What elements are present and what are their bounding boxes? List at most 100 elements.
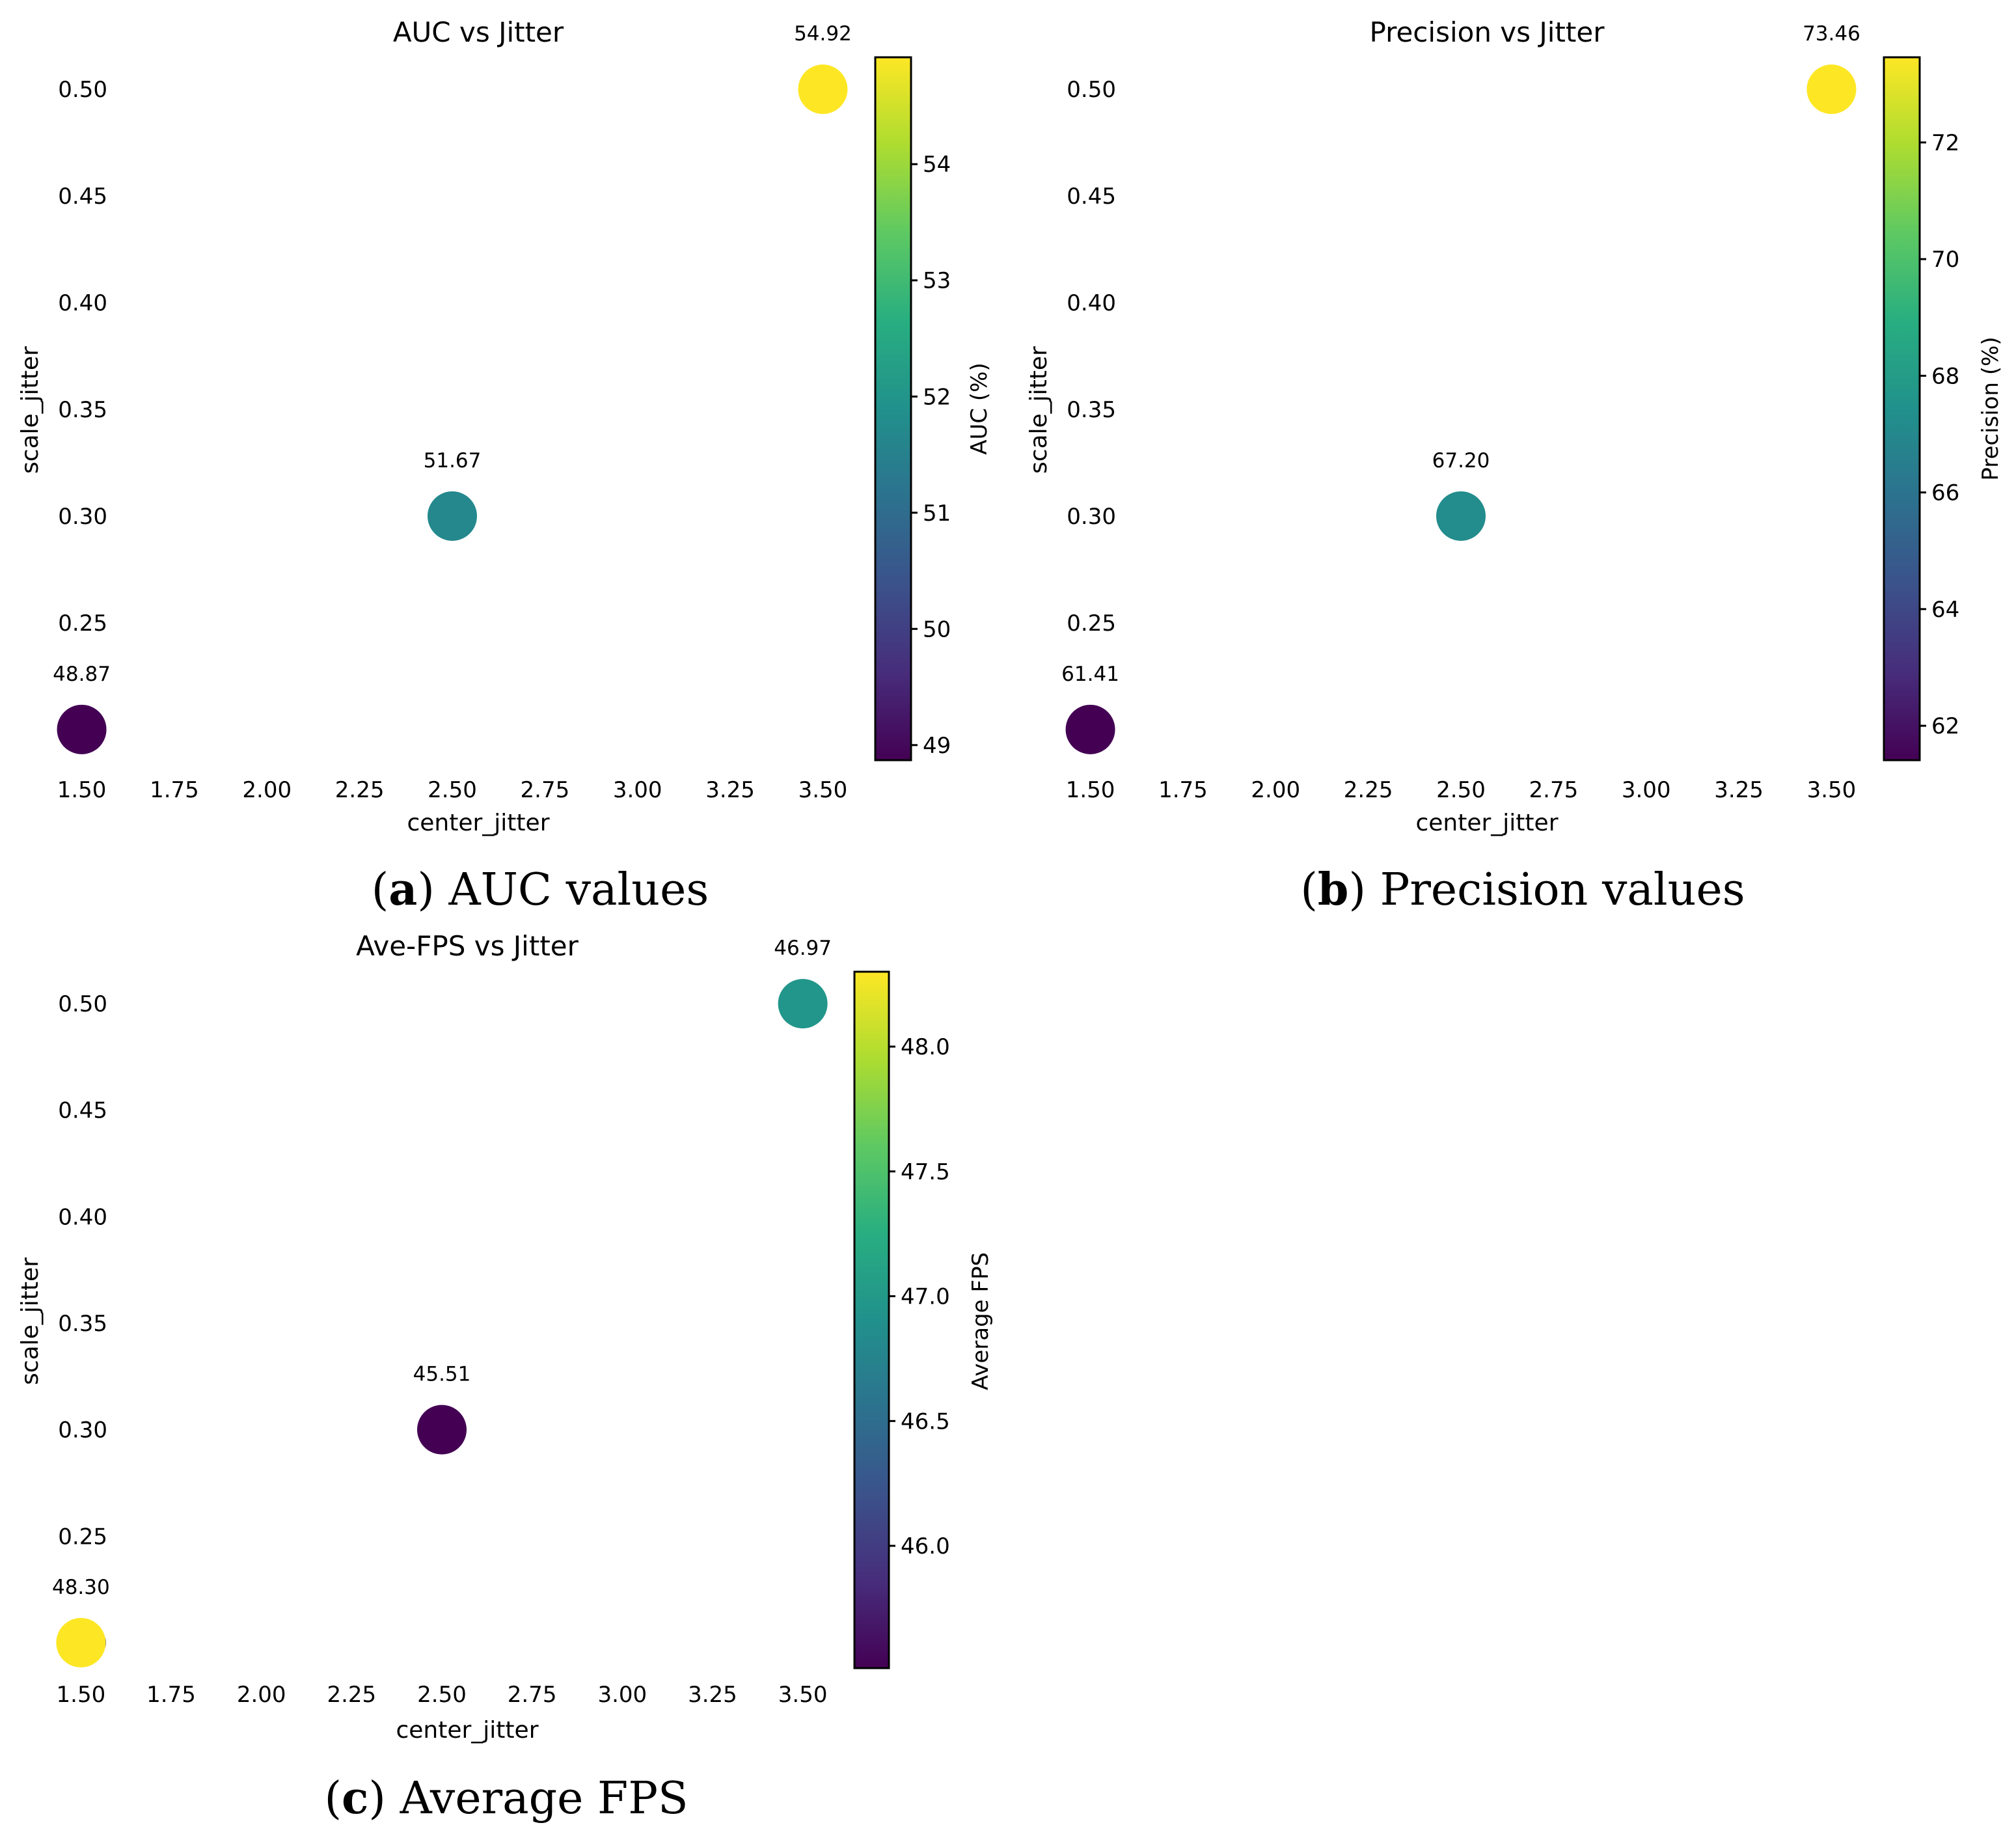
panel-title: Ave-FPS vs Jitter [356, 930, 579, 962]
y-tick-label: 0.40 [58, 290, 107, 316]
colorbar-tick-label: 47.0 [901, 1284, 950, 1310]
colorbar-tick-label: 62 [1931, 713, 1959, 739]
scatter-points [1065, 64, 1857, 754]
y-tick-label: 0.25 [58, 1524, 107, 1550]
data-labels: 48.30 45.51 46.97 [52, 937, 832, 1599]
colorbar-tick-label: 48.0 [901, 1034, 950, 1060]
y-tick-label: 0.35 [1067, 397, 1116, 423]
y-axis-label: scale_jitter [17, 1257, 44, 1385]
x-tick-label: 1.50 [57, 1682, 106, 1708]
colorbar-tick-label: 52 [923, 384, 951, 410]
colorbar [1883, 56, 1921, 761]
x-tick-label: 3.00 [1622, 777, 1671, 803]
x-tick-label: 3.50 [798, 777, 848, 803]
x-tick-label: 1.75 [150, 777, 199, 803]
caption-letter: b [1318, 864, 1349, 916]
data-labels: 48.87 51.67 54.92 [53, 22, 852, 686]
colorbar-tick-label: 72 [1931, 130, 1959, 156]
x-tick-label: 3.50 [1807, 777, 1857, 803]
scatter-point [428, 491, 477, 541]
colorbar-tick-label: 46.5 [901, 1408, 950, 1434]
x-tick-labels: 1.50 1.75 2.00 2.25 2.50 2.75 3.00 3.25 3.50 [57, 1682, 828, 1708]
caption-text: Precision values [1380, 864, 1745, 916]
scatter-point [1065, 704, 1115, 754]
y-tick-label: 0.40 [58, 1204, 107, 1230]
colorbar-ticks: 62 64 66 68 70 72 [1920, 130, 1959, 739]
panel-b: Precision vs Jitter scale_jitter center_… [1026, 16, 2004, 916]
colorbar-tick-label: 46.0 [901, 1533, 950, 1559]
scatter-point [1436, 491, 1486, 541]
data-label: 61.41 [1061, 663, 1119, 686]
y-tick-label: 0.45 [1067, 184, 1116, 210]
data-label: 46.97 [774, 937, 832, 960]
colorbar-tick-label: 53 [923, 268, 951, 294]
colorbar-tick-label: 51 [923, 501, 951, 527]
x-tick-label: 2.50 [417, 1682, 467, 1708]
y-tick-labels: 0.200.250.300.350.400.450.50 [58, 991, 107, 1656]
y-tick-label: 0.50 [58, 77, 107, 103]
data-label: 54.92 [794, 22, 852, 46]
panel-title: AUC vs Jitter [393, 16, 564, 48]
x-tick-label: 2.00 [242, 777, 292, 803]
data-label: 45.51 [413, 1363, 471, 1386]
data-label: 48.87 [53, 663, 111, 686]
x-tick-label: 2.00 [1251, 777, 1300, 803]
data-label: 51.67 [424, 449, 482, 473]
x-tick-labels: 1.50 1.75 2.00 2.25 2.50 2.75 3.00 3.25 3.50 [1066, 777, 1857, 803]
scatter-points [57, 64, 848, 754]
colorbar-tick-label: 66 [1931, 480, 1959, 506]
colorbar-tick-label: 70 [1931, 247, 1959, 273]
colorbar-tick-label: 47.5 [901, 1159, 950, 1185]
y-tick-label: 0.50 [58, 991, 107, 1017]
x-tick-label: 1.50 [1066, 777, 1115, 803]
y-tick-label: 0.50 [1067, 77, 1116, 103]
x-tick-labels: 1.50 1.75 2.00 2.25 2.50 2.75 3.00 3.25 3.50 [57, 777, 848, 803]
caption: (b) Precision values [1300, 864, 1745, 916]
y-tick-label: 0.30 [58, 504, 107, 530]
x-tick-label: 2.75 [521, 777, 570, 803]
x-axis-label: center_jitter [396, 1717, 538, 1744]
y-tick-label: 0.45 [58, 184, 107, 210]
x-tick-label: 2.50 [428, 777, 477, 803]
scatter-points [56, 979, 828, 1667]
y-tick-label: 0.40 [1067, 290, 1116, 316]
scatter-point [798, 64, 848, 115]
colorbar-label: Average FPS [968, 1252, 994, 1390]
x-tick-label: 3.25 [705, 777, 755, 803]
colorbar-tick-label: 54 [923, 152, 951, 178]
y-tick-label: 0.30 [58, 1418, 107, 1444]
y-tick-label: 0.30 [1067, 504, 1116, 530]
data-labels: 61.41 67.20 73.46 [1061, 22, 1860, 686]
x-tick-label: 2.50 [1436, 777, 1486, 803]
x-tick-label: 2.75 [508, 1682, 557, 1708]
x-tick-label: 2.25 [335, 777, 385, 803]
y-tick-label: 0.35 [58, 1311, 107, 1337]
panel-title: Precision vs Jitter [1370, 16, 1605, 48]
data-label: 48.30 [52, 1576, 110, 1599]
colorbar-ticks: 49 50 51 52 53 54 [911, 152, 951, 759]
x-tick-label: 1.75 [1158, 777, 1208, 803]
x-tick-label: 1.75 [146, 1682, 196, 1708]
x-tick-label: 2.00 [237, 1682, 286, 1708]
colorbar-label: Precision (%) [1978, 336, 2004, 480]
y-tick-label: 0.45 [58, 1098, 107, 1124]
x-axis-label: center_jitter [407, 810, 549, 836]
x-tick-label: 3.25 [1714, 777, 1764, 803]
y-tick-labels: 0.200.250.300.350.400.450.50 [1067, 77, 1116, 743]
colorbar-tick-label: 49 [923, 733, 951, 759]
scatter-point [57, 704, 107, 754]
data-label: 73.46 [1803, 22, 1860, 46]
colorbar-ticks: 46.0 46.5 47.0 47.5 48.0 [889, 1034, 950, 1559]
x-tick-label: 3.00 [613, 777, 662, 803]
caption-text: Average FPS [400, 1773, 688, 1824]
x-tick-label: 2.75 [1529, 777, 1579, 803]
data-label: 67.20 [1432, 449, 1490, 473]
scatter-point [778, 979, 828, 1029]
colorbar-label: AUC (%) [966, 363, 992, 455]
scatter-point [417, 1405, 467, 1455]
y-tick-labels: 0.200.250.300.350.400.450.50 [58, 77, 107, 743]
y-axis-label: scale_jitter [1026, 346, 1052, 474]
caption: (a) AUC values [372, 864, 709, 916]
panel-a: AUC vs Jitter scale_jitter center_jitter… [17, 16, 992, 916]
